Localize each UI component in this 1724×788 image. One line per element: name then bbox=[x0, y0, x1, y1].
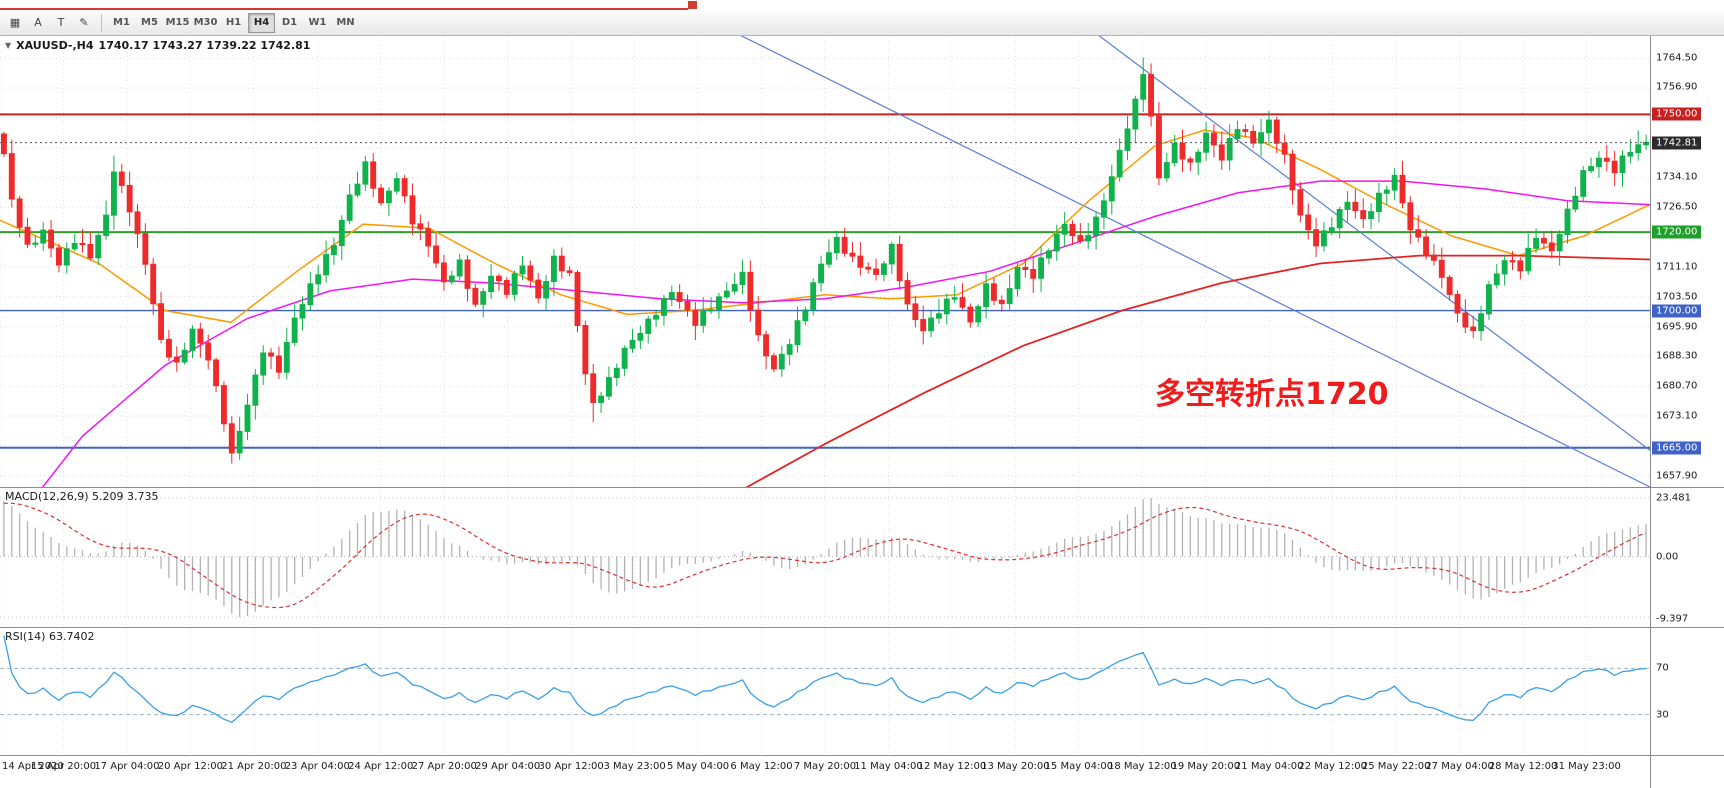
rsi-value: 63.7402 bbox=[48, 630, 95, 643]
time-label: 14 Apr 2020 bbox=[2, 761, 64, 772]
macd-values: 5.209 3.735 bbox=[92, 490, 159, 503]
time-label: 23 Apr 04:00 bbox=[284, 761, 350, 772]
price-tick: 1703.50 bbox=[1656, 291, 1698, 303]
price-tick: 1756.90 bbox=[1656, 81, 1698, 93]
window-top-strip bbox=[0, 0, 1724, 10]
time-label: 15 May 04:00 bbox=[1044, 761, 1114, 772]
rsi-panel[interactable]: RSI(14) 63.7402 bbox=[0, 628, 1650, 756]
time-label: 17 Apr 04:00 bbox=[94, 761, 160, 772]
price-tick: 1688.30 bbox=[1656, 350, 1698, 362]
red-mark-artifact bbox=[688, 1, 697, 9]
cursor-arrow-icon[interactable]: A bbox=[34, 16, 42, 29]
timeframe-H4[interactable]: H4 bbox=[248, 12, 275, 33]
collapse-triangle-icon[interactable]: ▼ bbox=[5, 41, 12, 50]
time-label: 13 May 20:00 bbox=[981, 761, 1050, 772]
price-tick: 1673.10 bbox=[1656, 410, 1698, 422]
text-label-icon[interactable]: T bbox=[57, 16, 65, 29]
price-tick: 1695.90 bbox=[1656, 321, 1698, 333]
symbol-period-label: XAUUSD-,H4 bbox=[16, 39, 94, 52]
price-tick: 1764.50 bbox=[1656, 52, 1698, 64]
rsi-axis-label: 70 bbox=[1656, 662, 1669, 674]
candlestick-plot[interactable] bbox=[0, 36, 1650, 487]
tool-icon-group: ▦ A T ✎ bbox=[4, 13, 95, 33]
macd-axis-label: 0.00 bbox=[1656, 551, 1679, 563]
ma-fast-orange bbox=[0, 129, 1650, 324]
time-label: 20 Apr 12:00 bbox=[157, 761, 223, 772]
macd-axis: 23.481 0.00 -9.397 bbox=[1650, 488, 1724, 628]
time-label: 18 May 12:00 bbox=[1108, 761, 1177, 772]
macd-axis-label: -9.397 bbox=[1656, 613, 1689, 625]
time-label: 5 May 04:00 bbox=[666, 761, 730, 772]
macd-label: MACD(12,26,9) 5.209 3.735 bbox=[5, 490, 159, 503]
time-axis[interactable]: 14 Apr 2020 15 Apr 20:00 17 Apr 04:00 20 Ap… bbox=[0, 756, 1650, 788]
chart-title: ▼ XAUUSD-,H4 1740.17 1743.27 1739.22 174… bbox=[5, 39, 310, 52]
price-tick: 1726.50 bbox=[1656, 201, 1698, 213]
time-label: 12 May 12:00 bbox=[917, 761, 987, 772]
time-label: 28 May 12:00 bbox=[1488, 761, 1558, 772]
time-label: 27 Apr 20:00 bbox=[411, 761, 477, 772]
ma-slow-red bbox=[745, 254, 1650, 487]
timeframe-M1[interactable]: M1 bbox=[113, 17, 130, 28]
timeframe-D1[interactable]: D1 bbox=[281, 17, 298, 28]
rsi-label: RSI(14) 63.7402 bbox=[5, 630, 95, 643]
time-label: 24 Apr 12:00 bbox=[348, 761, 414, 772]
timeframe-MN[interactable]: MN bbox=[336, 17, 355, 28]
chart-grid-icon[interactable]: ▦ bbox=[9, 16, 21, 29]
time-label: 6 May 12:00 bbox=[730, 761, 793, 772]
time-label: 15 Apr 20:00 bbox=[30, 761, 97, 772]
macd-panel[interactable]: MACD(12,26,9) 5.209 3.735 bbox=[0, 488, 1650, 628]
price-tick: 1711.10 bbox=[1656, 261, 1698, 273]
time-label: 11 May 04:00 bbox=[854, 761, 923, 772]
time-label: 21 May 04:00 bbox=[1234, 761, 1304, 772]
price-badge-1700.00: 1700.00 bbox=[1652, 304, 1702, 318]
macd-plot[interactable] bbox=[0, 488, 1650, 627]
draw-tools-icon[interactable]: ✎ bbox=[79, 16, 89, 29]
macd-axis-label: 23.481 bbox=[1656, 492, 1691, 504]
rsi-plot[interactable] bbox=[0, 628, 1650, 755]
time-label: 19 May 20:00 bbox=[1171, 761, 1241, 772]
time-label: 31 May 23:00 bbox=[1552, 761, 1621, 772]
axis-corner bbox=[1650, 756, 1724, 788]
main-chart-panel[interactable]: ▼ XAUUSD-,H4 1740.17 1743.27 1739.22 174… bbox=[0, 36, 1650, 488]
chart-workspace: ▼ XAUUSD-,H4 1740.17 1743.27 1739.22 174… bbox=[0, 36, 1724, 788]
price-badge-1750.00: 1750.00 bbox=[1652, 107, 1702, 121]
ohlc-values: 1740.17 1743.27 1739.22 1742.81 bbox=[98, 39, 311, 52]
time-label: 30 Apr 12:00 bbox=[538, 761, 604, 772]
price-badge-1720.00: 1720.00 bbox=[1652, 225, 1702, 239]
timeframe-M5[interactable]: M5 bbox=[141, 17, 158, 28]
price-tick: 1657.90 bbox=[1656, 470, 1698, 482]
price-tick: 1680.70 bbox=[1656, 380, 1698, 392]
rsi-axis: 70 30 bbox=[1650, 628, 1724, 756]
chart-annotation-text: 多空转折点1720 bbox=[1155, 376, 1389, 412]
time-label: 27 May 04:00 bbox=[1425, 761, 1494, 772]
timeframe-group: M1 M5 M15 M30 H1 H4 D1 W1 MN bbox=[108, 12, 359, 33]
toolbar: ▦ A T ✎ M1 M5 M15 M30 H1 H4 D1 W1 MN bbox=[0, 10, 1724, 36]
price-badge-1742.81: 1742.81 bbox=[1652, 136, 1702, 150]
time-label: 29 Apr 04:00 bbox=[475, 761, 541, 772]
timeframe-M15[interactable]: M15 bbox=[165, 17, 190, 28]
timeframe-H1[interactable]: H1 bbox=[225, 17, 242, 28]
price-tick: 1734.10 bbox=[1656, 171, 1698, 183]
time-label: 25 May 22:00 bbox=[1361, 761, 1431, 772]
time-label: 3 May 23:00 bbox=[603, 761, 666, 772]
time-label: 21 Apr 20:00 bbox=[221, 761, 287, 772]
time-label: 22 May 12:00 bbox=[1298, 761, 1367, 772]
red-line-artifact bbox=[0, 8, 688, 10]
price-axis: 1764.50 1756.90 1734.10 1726.50 1711.10 1703.… bbox=[1650, 36, 1724, 488]
price-badge-1665.00: 1665.00 bbox=[1652, 441, 1702, 455]
ma-mid-magenta bbox=[41, 180, 1650, 487]
timeframe-W1[interactable]: W1 bbox=[308, 17, 327, 28]
timeframe-M30[interactable]: M30 bbox=[193, 17, 218, 28]
time-label: 7 May 20:00 bbox=[793, 761, 857, 772]
rsi-axis-label: 30 bbox=[1656, 709, 1669, 721]
toolbar-separator bbox=[101, 13, 102, 32]
